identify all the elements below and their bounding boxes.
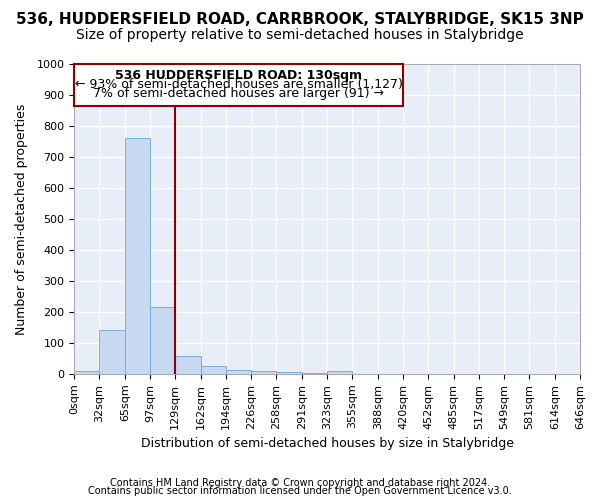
Bar bbox=[302, 372, 327, 374]
Text: 536 HUDDERSFIELD ROAD: 130sqm: 536 HUDDERSFIELD ROAD: 130sqm bbox=[115, 68, 362, 82]
Bar bbox=[226, 370, 251, 374]
Text: Contains public sector information licensed under the Open Government Licence v3: Contains public sector information licen… bbox=[88, 486, 512, 496]
Y-axis label: Number of semi-detached properties: Number of semi-detached properties bbox=[15, 104, 28, 334]
Text: ← 93% of semi-detached houses are smaller (1,127): ← 93% of semi-detached houses are smalle… bbox=[75, 78, 403, 91]
Bar bbox=[201, 366, 226, 374]
Text: Contains HM Land Registry data © Crown copyright and database right 2024.: Contains HM Land Registry data © Crown c… bbox=[110, 478, 490, 488]
Bar bbox=[74, 64, 403, 106]
Text: Size of property relative to semi-detached houses in Stalybridge: Size of property relative to semi-detach… bbox=[76, 28, 524, 42]
Bar bbox=[74, 372, 99, 374]
Text: 536, HUDDERSFIELD ROAD, CARRBROOK, STALYBRIDGE, SK15 3NP: 536, HUDDERSFIELD ROAD, CARRBROOK, STALY… bbox=[16, 12, 584, 28]
Bar bbox=[125, 138, 150, 374]
Bar bbox=[175, 356, 201, 374]
Text: 7% of semi-detached houses are larger (91) →: 7% of semi-detached houses are larger (9… bbox=[93, 87, 384, 100]
Bar bbox=[276, 372, 302, 374]
X-axis label: Distribution of semi-detached houses by size in Stalybridge: Distribution of semi-detached houses by … bbox=[140, 437, 514, 450]
Bar bbox=[251, 371, 276, 374]
Bar bbox=[99, 330, 125, 374]
Bar bbox=[327, 372, 352, 374]
Bar bbox=[150, 306, 175, 374]
